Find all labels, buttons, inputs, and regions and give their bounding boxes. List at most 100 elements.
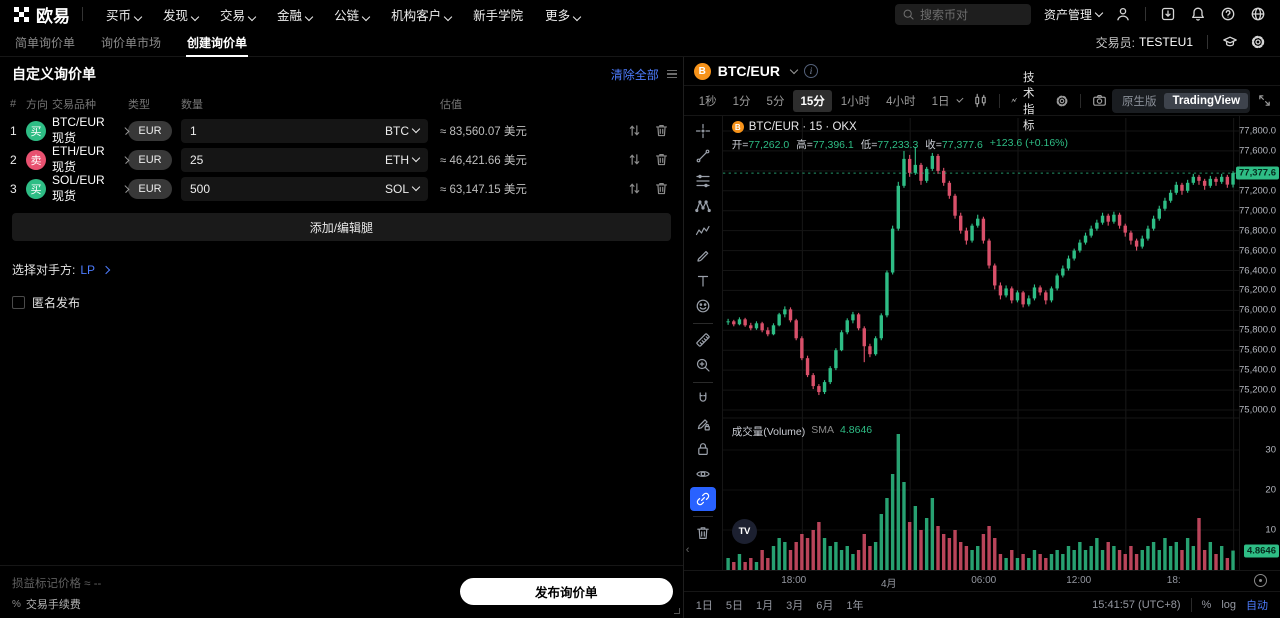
range-3月[interactable]: 3月	[786, 600, 804, 612]
tab-简单询价单[interactable]: 简单询价单	[15, 35, 76, 50]
swap-direction-icon[interactable]	[627, 152, 642, 167]
mode-native-button[interactable]: 原生版	[1121, 95, 1157, 108]
symbol-selector[interactable]: BTC/EUR	[717, 63, 780, 79]
search-input[interactable]: 搜索币对	[894, 3, 1031, 25]
swap-direction-icon[interactable]	[627, 123, 642, 138]
crosshair-tool-icon[interactable]	[690, 119, 716, 143]
sync-link-tool-icon[interactable]	[689, 487, 716, 511]
unit-selector[interactable]: BTC	[385, 124, 421, 138]
amount-input[interactable]	[190, 181, 310, 196]
help-icon[interactable]	[1220, 6, 1236, 22]
pair-selector[interactable]: BTC/EUR 现货	[52, 115, 130, 146]
menu-item-买币[interactable]: 买币	[95, 5, 152, 24]
currency-pill[interactable]: EUR	[128, 149, 172, 170]
mode-tradingview-button[interactable]: TradingView	[1164, 92, 1249, 109]
interval-4小时[interactable]: 4小时	[886, 95, 916, 108]
pair-selector[interactable]: SOL/EUR 现货	[52, 173, 130, 204]
menu-item-更多[interactable]: 更多	[534, 5, 591, 24]
range-5日[interactable]: 5日	[725, 600, 743, 612]
interval-1小时[interactable]: 1小时	[840, 95, 871, 108]
trend-line-tool-icon[interactable]	[690, 144, 716, 168]
ruler-tool-icon[interactable]	[690, 328, 716, 352]
add-edit-legs-button[interactable]: 添加/编辑腿	[12, 213, 671, 241]
chart-style-candles-icon[interactable]	[968, 93, 993, 108]
counterparty-value-link[interactable]: LP	[80, 262, 96, 277]
xabcd-pattern-tool-icon[interactable]	[690, 194, 716, 218]
price-axis[interactable]: 77,800.0 77,600.0 77,200.0 77,000.0 76,800.0…	[1236, 116, 1280, 570]
resize-corner[interactable]	[673, 608, 680, 614]
currency-pill[interactable]: EUR	[128, 178, 172, 199]
trash-tool-icon[interactable]	[690, 521, 716, 545]
panel-drag-handle-icon[interactable]	[666, 69, 677, 79]
range-1年[interactable]: 1年	[846, 600, 864, 612]
tab-询价单市场[interactable]: 询价单市场	[101, 35, 162, 50]
info-icon[interactable]: i	[803, 64, 818, 78]
hide-all-tool-icon[interactable]	[690, 462, 716, 486]
chart-area: ‹ B BTC/EUR · 15 · OKX 开=77,262.0 高=77,39…	[684, 116, 1280, 570]
more-intervals-chevron[interactable]	[956, 95, 964, 103]
time-axis[interactable]: 18:00 4月 06:00 12:00 18:	[683, 570, 1280, 591]
range-6月[interactable]: 6月	[816, 600, 834, 612]
zoom-in-tool-icon[interactable]	[690, 353, 716, 377]
menu-item-金融[interactable]: 金融	[266, 5, 323, 24]
interval-5分[interactable]: 5分	[766, 95, 785, 108]
scale-log-button[interactable]: log	[1221, 599, 1236, 611]
elliott-wave-tool-icon[interactable]	[690, 219, 716, 243]
anonymous-checkbox[interactable]	[12, 296, 25, 309]
lock-all-tool-icon[interactable]	[690, 437, 716, 461]
interval-1分[interactable]: 1分	[732, 95, 751, 108]
okx-brand[interactable]: 欧易	[14, 2, 70, 27]
interval-1日[interactable]: 1日	[931, 95, 950, 108]
range-1月[interactable]: 1月	[755, 600, 774, 612]
delete-leg-icon[interactable]	[654, 152, 669, 167]
delete-leg-icon[interactable]	[654, 181, 669, 196]
unit-selector[interactable]: SOL	[385, 182, 421, 196]
amount-input[interactable]	[190, 152, 310, 167]
go-to-realtime-icon[interactable]	[1254, 574, 1267, 587]
language-globe-icon[interactable]	[1250, 6, 1266, 22]
snapshot-camera-icon[interactable]	[1087, 93, 1112, 108]
menu-item-机构客户[interactable]: 机构客户	[380, 5, 462, 24]
interval-1秒[interactable]: 1秒	[698, 95, 717, 108]
tab-创建询价单[interactable]: 创建询价单	[186, 28, 249, 57]
chart-plot[interactable]: B BTC/EUR · 15 · OKX 开=77,262.0 高=77,396.…	[722, 116, 1239, 570]
indicator-settings-gear-icon[interactable]	[1050, 94, 1074, 108]
amount-input[interactable]	[190, 123, 310, 138]
asset-management-menu[interactable]: 资产管理	[1044, 6, 1104, 23]
magnet-tool-icon[interactable]	[690, 387, 716, 411]
indicators-button[interactable]: 技术指标	[1006, 69, 1051, 133]
unit-selector[interactable]: ETH	[385, 153, 421, 167]
tradingview-logo[interactable]: TV	[731, 519, 757, 544]
brush-tool-icon[interactable]	[690, 244, 716, 268]
trader-name: TESTEU1	[1138, 35, 1193, 49]
clear-all-button[interactable]: 清除全部	[610, 67, 659, 82]
pair-selector[interactable]: ETH/EUR 现货	[52, 144, 130, 175]
settings-gear-icon[interactable]	[1250, 34, 1266, 50]
amount-field[interactable]: ETH	[181, 147, 428, 172]
swap-direction-icon[interactable]	[627, 181, 642, 196]
notifications-bell-icon[interactable]	[1190, 6, 1206, 22]
fullscreen-expand-icon[interactable]	[1257, 93, 1272, 108]
publish-rfq-button[interactable]: 发布询价单	[459, 578, 673, 605]
currency-pill[interactable]: EUR	[128, 120, 172, 141]
menu-item-发现[interactable]: 发现	[152, 5, 209, 24]
interval-15分[interactable]: 15分	[793, 89, 832, 112]
fib-lines-tool-icon[interactable]	[690, 169, 716, 193]
menu-item-公链[interactable]: 公链	[323, 5, 380, 24]
download-app-icon[interactable]	[1160, 6, 1176, 22]
price-tick: 75,600.0	[1239, 344, 1276, 356]
academy-hat-icon[interactable]	[1222, 34, 1238, 50]
range-1日[interactable]: 1日	[695, 600, 713, 612]
scale-auto-button[interactable]: 自动	[1246, 600, 1268, 612]
amount-field[interactable]: BTC	[181, 118, 428, 143]
scale-percent-button[interactable]: %	[1201, 599, 1212, 611]
menu-item-新手学院[interactable]: 新手学院	[473, 8, 524, 23]
emoji-tool-icon[interactable]	[690, 294, 716, 318]
toolbar-collapse-icon[interactable]: ‹	[685, 544, 690, 556]
delete-leg-icon[interactable]	[654, 123, 669, 138]
edit-lock-tool-icon[interactable]	[690, 412, 716, 436]
menu-item-交易[interactable]: 交易	[209, 5, 266, 24]
text-tool-icon[interactable]	[690, 269, 716, 293]
amount-field[interactable]: SOL	[181, 176, 428, 201]
user-icon[interactable]	[1115, 6, 1131, 22]
